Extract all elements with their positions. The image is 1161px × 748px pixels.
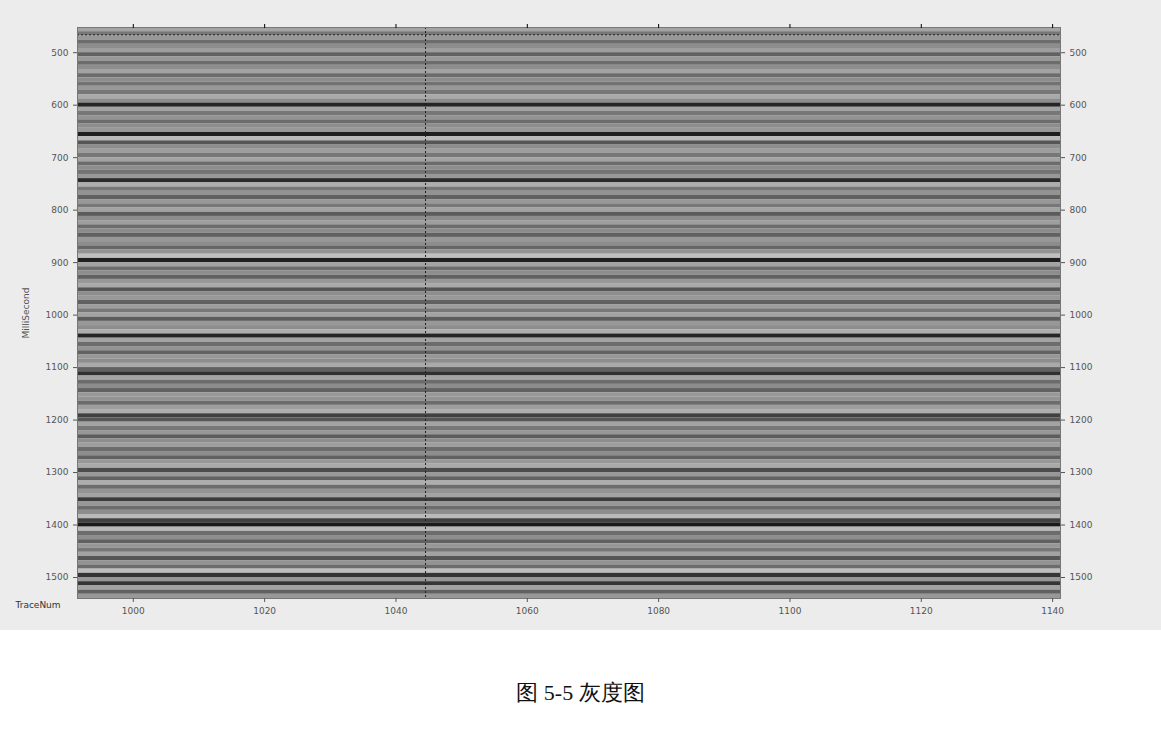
svg-text:1000: 1000	[1070, 310, 1093, 320]
svg-text:1300: 1300	[1070, 467, 1093, 477]
svg-text:1020: 1020	[253, 606, 276, 616]
svg-text:1500: 1500	[46, 572, 69, 582]
svg-text:1100: 1100	[779, 606, 802, 616]
svg-text:1120: 1120	[910, 606, 933, 616]
svg-text:500: 500	[51, 48, 68, 58]
svg-text:600: 600	[1070, 100, 1087, 110]
svg-text:1000: 1000	[122, 606, 145, 616]
svg-text:800: 800	[51, 205, 68, 215]
svg-text:1400: 1400	[46, 520, 69, 530]
svg-text:1040: 1040	[385, 606, 408, 616]
svg-text:1140: 1140	[1041, 606, 1064, 616]
svg-text:700: 700	[1070, 153, 1087, 163]
svg-text:900: 900	[1070, 257, 1087, 267]
svg-text:1400: 1400	[1070, 520, 1093, 530]
svg-text:500: 500	[1070, 48, 1087, 58]
svg-text:900: 900	[51, 257, 68, 267]
svg-text:800: 800	[1070, 205, 1087, 215]
svg-text:1060: 1060	[516, 606, 539, 616]
svg-text:1200: 1200	[46, 415, 69, 425]
svg-text:1500: 1500	[1070, 572, 1093, 582]
svg-text:1080: 1080	[647, 606, 670, 616]
svg-text:TraceNum: TraceNum	[15, 600, 61, 610]
svg-text:MilliSecond: MilliSecond	[21, 288, 31, 339]
svg-text:1200: 1200	[1070, 415, 1093, 425]
html-text:图 5-5 灰度图: 图 5-5 灰度图	[516, 680, 645, 705]
svg-text:1300: 1300	[46, 467, 69, 477]
svg-text:600: 600	[51, 100, 68, 110]
svg-text:1100: 1100	[46, 362, 69, 372]
svg-text:1000: 1000	[46, 310, 69, 320]
svg-text:700: 700	[51, 153, 68, 163]
svg-text:1100: 1100	[1070, 362, 1093, 372]
